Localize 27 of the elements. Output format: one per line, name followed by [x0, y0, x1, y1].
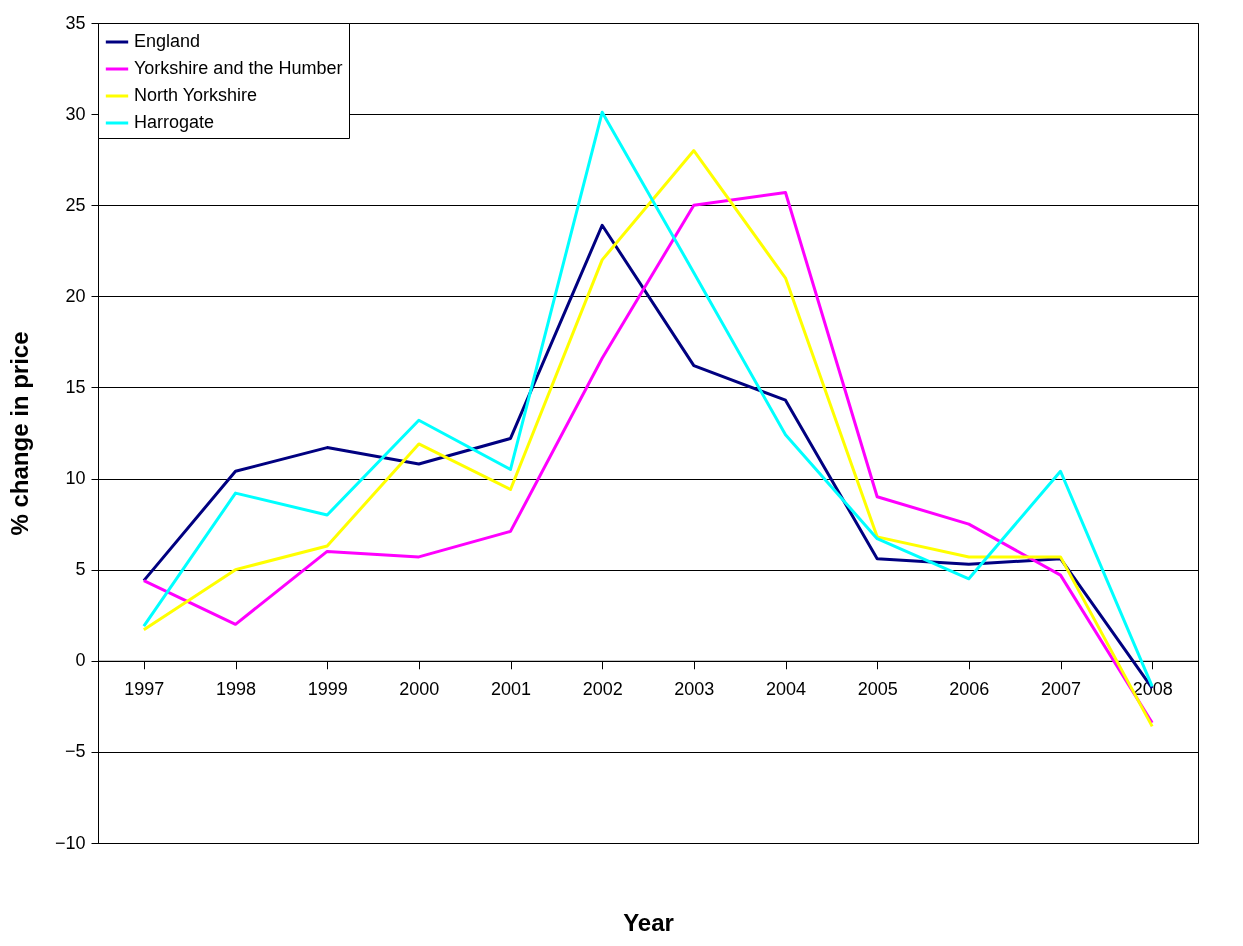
- x-tick-label: 2004: [765, 679, 807, 700]
- x-tick-label: 2007: [1040, 679, 1082, 700]
- x-tick-label: 2002: [582, 679, 623, 700]
- x-axis-title: Year: [623, 908, 674, 936]
- x-tick-label: 2003: [674, 679, 715, 700]
- x-tick-label: 1997: [124, 679, 165, 700]
- y-tick-label: −10: [54, 832, 86, 853]
- x-tick-label: 1998: [215, 679, 257, 700]
- legend-label: Harrogate: [134, 112, 215, 132]
- x-tick-label: 2001: [490, 679, 532, 700]
- x-tick-label: 2006: [949, 679, 990, 700]
- y-tick-label: 5: [75, 559, 86, 580]
- legend-label: Yorkshire and the Humber: [134, 58, 343, 78]
- y-axis-title: % change in price: [5, 331, 33, 536]
- y-tick-label: 30: [65, 103, 86, 124]
- y-tick-label: 25: [65, 194, 86, 215]
- x-tick-label: 2005: [857, 679, 898, 700]
- x-tick-label: 1999: [307, 679, 348, 700]
- y-tick-label: 20: [65, 285, 86, 306]
- y-tick-label: −5: [64, 741, 86, 762]
- x-tick-label: 2000: [399, 679, 440, 700]
- legend-label: England: [134, 31, 201, 51]
- y-tick-label: 10: [65, 468, 86, 489]
- legend-label: North Yorkshire: [134, 85, 258, 105]
- y-tick-label: 35: [65, 12, 86, 33]
- y-tick-label: 0: [75, 650, 86, 671]
- y-tick-label: 15: [65, 376, 86, 397]
